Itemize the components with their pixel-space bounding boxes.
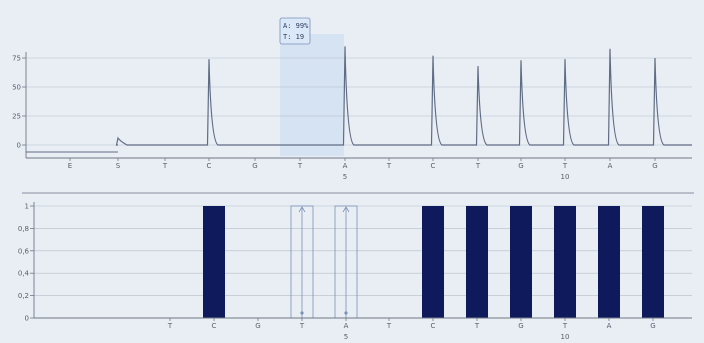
pyrogram-base-label: T [562,162,568,170]
histogram-bar [422,206,444,318]
pyrogram-y-tick-label: 25 [12,113,21,121]
histogram-arrow-head [298,206,306,213]
pyrogram-trace-line [115,46,692,146]
pyrogram-panel: 75 50 25 0 E S T C G T A T C T G T A G 5 10 A: 99% T: 19 [12,17,692,181]
pyrogram-y-tick-label: 0 [17,142,21,150]
pyrogram-base-label: T [297,162,303,170]
histogram-base-label: A [607,322,612,330]
histogram-position-label: 5 [344,333,348,341]
histogram-y-tick-label: 0,2 [18,292,29,300]
tooltip: A: 99% T: 19 [279,17,311,45]
histogram-bar [510,206,532,318]
histogram-base-label: T [167,322,173,330]
pyrogram-base-label: T [386,162,392,170]
histogram-panel: 1 0,8 0,6 0,4 0,2 0 T C G T A T C T G T A G 5 10 [18,202,692,341]
pyrogram-base-label: A [608,162,613,170]
histogram-base-label: G [518,322,523,330]
tooltip-line-1: A: 99% [283,22,309,30]
histogram-grid [34,205,692,319]
histogram-base-label: T [474,322,480,330]
histogram-bar [598,206,620,318]
histogram-bars [34,205,692,319]
tooltip-box [279,17,311,45]
tooltip-line-2: T: 19 [283,33,304,41]
histogram-marker-dot [344,311,348,315]
histogram-y-tick-label: 0,6 [18,247,30,255]
histogram-y-axis: 1 0,8 0,6 0,4 0,2 0 [18,202,35,323]
pyrogram-base-label: G [518,162,523,170]
histogram-y-tick-label: 1 [25,203,29,211]
histogram-base-label: T [562,322,568,330]
histogram-y-tick-label: 0,8 [18,225,29,233]
histogram-base-label: A [344,322,349,330]
histogram-base-label: T [299,322,305,330]
pyrogram-base-label: G [652,162,657,170]
pyrogram-y-tick-label: 50 [12,84,21,92]
histogram-base-label: G [255,322,260,330]
histogram-position-label: 10 [561,333,570,341]
pyrogram-base-label: E [68,162,72,170]
pyrogram-position-label: 5 [343,173,347,181]
histogram-bar [203,206,225,318]
pyrogram-x-axis: E S T C G T A T C T G T A G 5 10 [68,158,658,181]
histogram-bar [466,206,488,318]
histogram-arrow-head [342,206,350,213]
pyrogram-base-label: S [116,162,121,170]
histogram-bar [554,206,576,318]
selection-highlight [280,34,344,156]
histogram-marker-dot [300,311,304,315]
pyrogram-base-label: T [475,162,481,170]
histogram-base-label: C [212,322,217,330]
histogram-y-tick-label: 0 [25,315,29,323]
pyrogram-base-label: T [162,162,168,170]
histogram-y-tick-label: 0,4 [18,270,30,278]
histogram-base-label: G [650,322,655,330]
pyrogram-y-tick-label: 75 [12,55,21,63]
pyrogram-base-label: G [252,162,257,170]
pyrogram-base-label: A [343,162,348,170]
pyrogram-base-label: C [431,162,436,170]
histogram-x-axis: T C G T A T C T G T A G 5 10 [167,318,656,341]
pyrogram-position-label: 10 [561,173,570,181]
histogram-base-label: T [386,322,392,330]
histogram-base-label: C [431,322,436,330]
histogram-bar [642,206,664,318]
pyrogram-y-axis: 75 50 25 0 [12,52,27,158]
pyrogram-base-label: C [207,162,212,170]
